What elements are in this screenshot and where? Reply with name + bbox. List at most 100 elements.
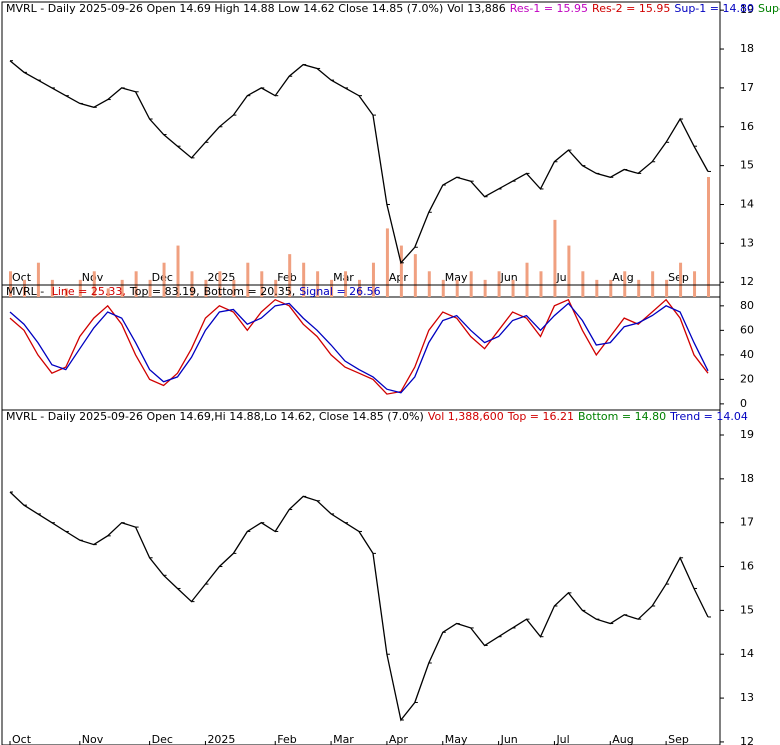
volume-bar [92,271,96,297]
x-tick-label: Nov [82,733,104,745]
x-tick-label: Feb [277,271,296,284]
volume-bar [260,271,264,297]
y-tick-label: 19 [740,428,754,441]
x-tick-label: Aug [612,733,633,745]
x-tick-label: Sep [668,271,689,284]
y-tick-label: 12 [740,735,754,745]
x-tick-label: Oct [12,733,32,745]
header-item: Line = 25.33, [52,285,126,298]
header-item: Trend = 14.04 [669,410,748,423]
volume-bar [246,262,250,297]
panel-frame [1,409,721,745]
y-tick-label: 17 [740,516,754,529]
y-tick-label: 18 [740,472,754,485]
x-tick-label: 2025 [207,271,235,284]
volume-bar [162,262,166,297]
x-tick-label: Feb [277,733,296,745]
volume-bar [120,279,124,297]
x-tick-label: Mar [333,271,354,284]
y-tick-label: 16 [740,120,754,133]
header-item: Top = 16.21 [507,410,574,423]
x-tick-label: Oct [12,271,32,284]
volume-bar [651,271,655,297]
header-item: MVRL - Daily 2025-09-26 Open 14.69 High … [6,2,443,15]
header-item: Top = 83.19, [129,285,200,298]
volume-bar [483,279,487,297]
header-item: Vol 13,886 [447,2,505,15]
volume-bar [274,279,278,297]
x-tick-label: Dec [152,733,173,745]
y-tick-label: 15 [740,159,754,172]
x-tick-label: Dec [152,271,173,284]
x-tick-label: Jun [500,271,518,284]
y-tick-label: 17 [740,81,754,94]
header-item: Sup-1 = 14.80 [674,2,754,15]
header-item: MVRL - Daily 2025-09-26 Open 14.69,Hi 14… [6,410,424,423]
header-item: Sup-2 = 14.68 [758,2,780,15]
volume-bar [344,271,348,297]
header-item: Res-1 = 15.95 [510,2,588,15]
volume-bar [371,262,375,297]
y-tick-label: 12 [740,275,754,288]
volume-bar [148,279,152,297]
x-tick-label: Jul [555,733,569,745]
volume-bar [399,245,403,297]
y-tick-label: 60 [740,323,754,336]
volume-bar [665,279,669,297]
volume-bar [218,271,222,297]
volume-bar [637,279,641,297]
volume-bar [176,245,180,297]
line-series [9,298,709,395]
y-tick-label: 40 [740,348,754,361]
y-tick-label: 16 [740,560,754,573]
volume-bar [455,279,459,297]
volume-bar [595,279,599,297]
x-tick-label: Jun [500,733,518,745]
volume-bar [567,245,571,297]
x-tick-label: May [445,271,468,284]
volume-bar [497,271,501,297]
volume-bar [9,271,12,297]
y-tick-label: 13 [740,691,754,704]
volume-bar [525,262,529,297]
y-tick-label: 13 [740,236,754,249]
y-tick-label: 80 [740,299,754,312]
volume-bar [190,271,194,297]
volume-bar [707,177,710,297]
y-tick-label: 18 [740,42,754,55]
panel-header: MVRL - Line = 25.33, Top = 83.19, Bottom =… [6,285,381,298]
y-tick-label: 19 [740,3,754,16]
volume-bar [36,262,40,297]
x-tick-label: May [445,733,468,745]
y-tick-label: 0 [740,397,747,410]
header-item: Signal = 26.56 [299,285,381,298]
volume-bar [358,279,361,297]
volume-bar [609,279,613,297]
header-item: Res-2 = 15.95 [592,2,670,15]
header-item: MVRL - [6,285,48,298]
volume-bar [511,279,515,297]
y-tick-label: 14 [740,647,754,660]
line-series [9,302,709,394]
x-tick-label: Apr [389,271,409,284]
y-tick-label: 15 [740,603,754,616]
volume-bar [413,254,417,297]
volume-bar [330,279,334,297]
volume-bar [581,271,585,297]
volume-bar [302,262,306,297]
x-tick-label: 2025 [207,733,235,745]
volume-bar [441,279,445,297]
volume-bar [469,271,473,297]
x-tick-label: Apr [389,733,409,745]
x-tick-label: Mar [333,733,354,745]
x-tick-label: Jul [555,271,569,284]
panel-header: MVRL - Daily 2025-09-26 Open 14.69 High … [6,2,780,15]
volume-bar [553,219,557,297]
volume-bar [288,254,292,297]
header-item: Bottom = 14.80 [578,410,666,423]
volume-bar [204,279,208,297]
volume-bar [22,279,26,297]
volume-bar [623,271,627,297]
